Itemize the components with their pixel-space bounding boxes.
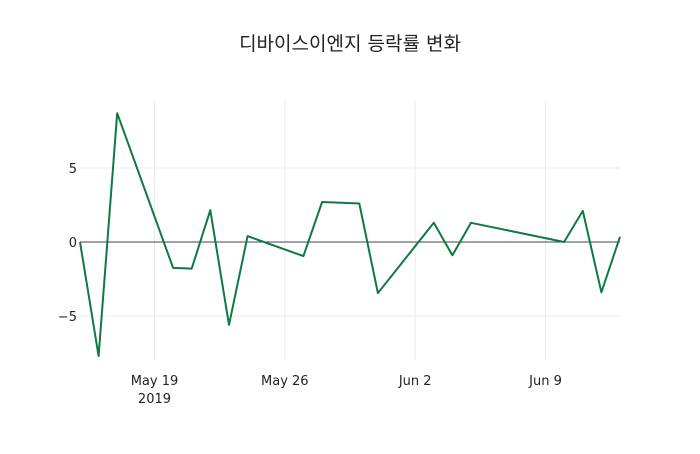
x-tick-label: Jun 9 [528,374,562,389]
axis-ticks: May 19 2019 May 26 Jun 2 Jun 9 −5 0 5 [58,162,562,407]
chart-title: 디바이스이엔지 등락률 변화 [239,33,461,55]
x-tick-sublabel: 2019 [138,392,171,407]
series-layer [79,112,621,357]
y-tick-label: 5 [69,162,77,177]
x-tick-label: May 26 [261,374,309,389]
grid [80,100,620,360]
x-tick-label: May 19 [131,374,179,389]
y-tick-label: 0 [69,236,77,251]
series-line [79,112,621,357]
x-tick-label: Jun 2 [398,374,432,389]
y-tick-label: −5 [58,310,77,325]
